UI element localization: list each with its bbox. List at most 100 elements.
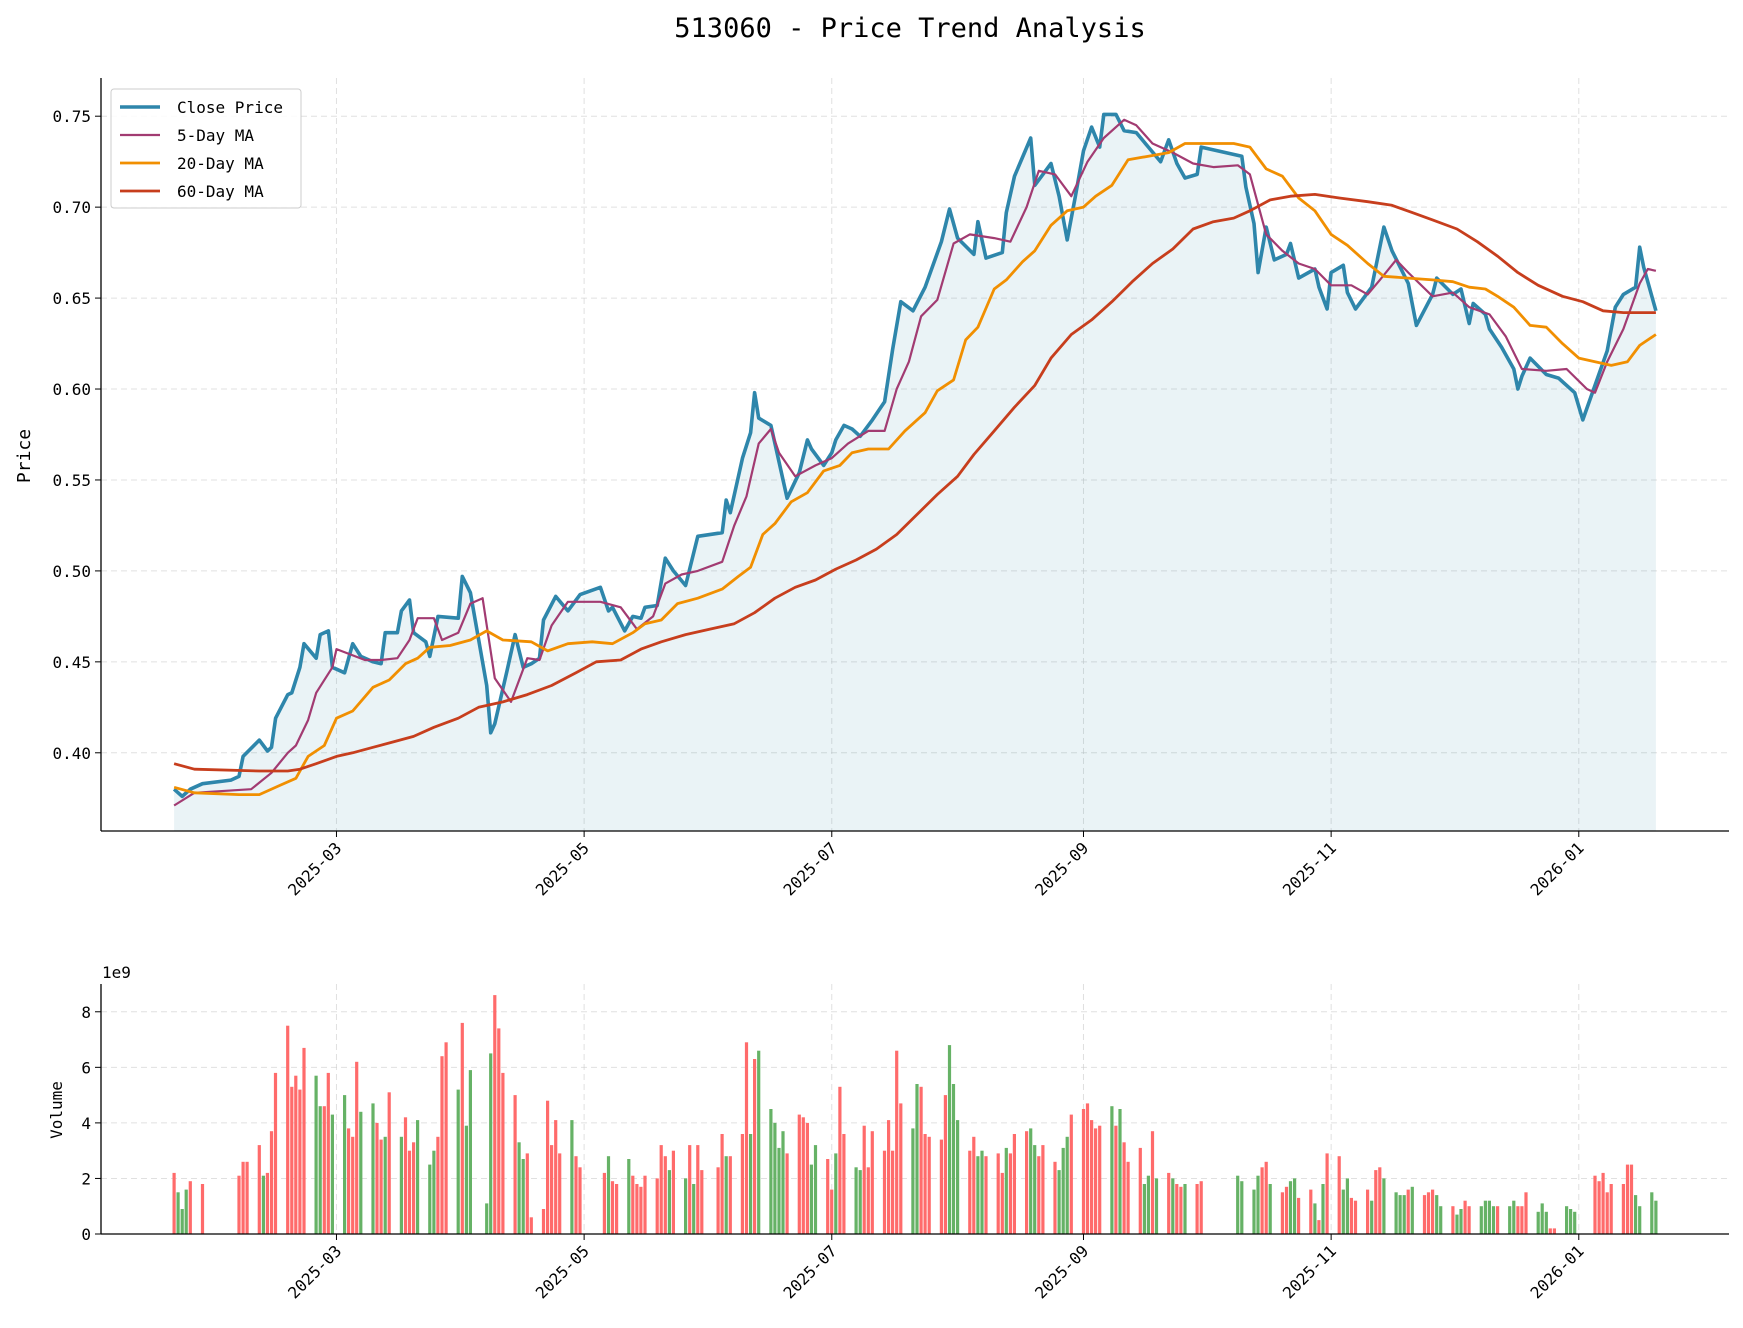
volume-bar: [1280, 1192, 1284, 1234]
volume-bar: [1552, 1228, 1556, 1234]
volume-bar: [1025, 1131, 1029, 1234]
volume-bar: [858, 1170, 862, 1234]
volume-bar: [805, 1122, 809, 1234]
volume-bar: [493, 995, 497, 1234]
volume-bar: [318, 1106, 322, 1234]
volume-bar: [663, 1156, 667, 1234]
volume-bar: [1085, 1103, 1090, 1234]
price-x-tick-label: 2025-07: [779, 838, 840, 899]
volume-bar: [574, 1156, 578, 1234]
volume-bar: [407, 1150, 412, 1234]
volume-bar: [241, 1161, 245, 1234]
volume-bar: [1167, 1172, 1171, 1234]
volume-bar: [830, 1189, 834, 1234]
price-y-tick-label: 0.55: [52, 471, 91, 490]
volume-bar: [1451, 1206, 1455, 1234]
volume-bar: [261, 1175, 265, 1234]
volume-bar: [1605, 1192, 1609, 1234]
volume-bar: [286, 1025, 290, 1234]
volume-bar: [1126, 1161, 1130, 1234]
volume-bar: [326, 1072, 330, 1234]
volume-bar: [813, 1145, 818, 1234]
volume-bar: [359, 1111, 363, 1234]
volume-bar: [578, 1167, 582, 1234]
volume-bar: [1565, 1206, 1569, 1234]
volume-bar: [237, 1175, 241, 1234]
volume-bar: [456, 1089, 460, 1234]
volume-bar: [716, 1167, 720, 1234]
volume-bar: [1406, 1189, 1410, 1234]
volume-bar: [1650, 1192, 1654, 1234]
volume-bar: [1098, 1125, 1102, 1234]
volume-bar: [724, 1156, 728, 1234]
legend-box: [110, 88, 302, 209]
volume-bar: [1008, 1153, 1012, 1234]
volume-bar: [1609, 1184, 1613, 1234]
volume-bar: [720, 1134, 724, 1234]
volume-y-tick-label: 4: [81, 1114, 91, 1133]
volume-bar: [521, 1159, 525, 1234]
volume-bar: [911, 1128, 915, 1234]
volume-bar: [1621, 1184, 1625, 1234]
volume-bar: [529, 1217, 533, 1234]
close-price-line: [172, 112, 1658, 799]
volume-bar: [460, 1022, 464, 1234]
volume-x-tick-label: 2025-11: [1279, 1241, 1340, 1302]
volume-bar: [895, 1050, 899, 1234]
volume-bar: [1370, 1200, 1374, 1234]
volume-bar: [546, 1100, 550, 1234]
volume-bar: [826, 1159, 830, 1234]
volume-bar: [1004, 1147, 1008, 1234]
volume-bar: [1179, 1186, 1183, 1234]
volume-bar: [294, 1075, 298, 1234]
volume-bar: [330, 1114, 334, 1234]
volume-bar: [1325, 1153, 1329, 1234]
volume-bar: [1378, 1167, 1382, 1234]
volume-bar: [1090, 1120, 1094, 1234]
volume-bar: [631, 1175, 635, 1234]
legend-label: 5-Day MA: [177, 126, 254, 145]
volume-bar: [984, 1156, 988, 1234]
volume-bar: [412, 1142, 416, 1234]
volume-bar: [740, 1134, 744, 1234]
volume-bar: [749, 1134, 753, 1234]
volume-bar: [302, 1047, 306, 1234]
volume-bar: [1524, 1192, 1528, 1234]
volume-bar: [513, 1095, 517, 1234]
volume-bar: [501, 1072, 505, 1234]
volume-bar: [797, 1114, 801, 1234]
volume-y-tick-label: 8: [81, 1003, 91, 1022]
volume-bar: [923, 1134, 927, 1234]
volume-x-tick-label: 2025-05: [532, 1241, 593, 1302]
price-y-tick-label: 0.70: [52, 198, 91, 217]
volume-bar: [1069, 1114, 1073, 1234]
volume-y-tick-label: 0: [81, 1225, 91, 1244]
volume-bar: [343, 1095, 347, 1234]
volume-bar: [525, 1153, 529, 1234]
volume-bar: [269, 1131, 274, 1234]
volume-bar: [314, 1075, 318, 1234]
volume-bar: [1240, 1181, 1244, 1234]
volume-bar: [968, 1150, 972, 1234]
volume-bar: [1114, 1125, 1118, 1234]
volume-bar: [1065, 1136, 1069, 1234]
price-grid: [101, 78, 1729, 831]
volume-bar: [1366, 1189, 1370, 1234]
price-x-tick-label: 2025-11: [1279, 838, 1340, 899]
volume-bar: [1479, 1206, 1483, 1234]
volume-bar: [428, 1164, 432, 1234]
volume-bar: [1345, 1178, 1349, 1234]
volume-bar: [1000, 1172, 1004, 1234]
volume-bar: [387, 1092, 391, 1234]
volume-bar: [862, 1125, 866, 1234]
volume-bar: [290, 1086, 294, 1234]
volume-bar: [757, 1050, 761, 1234]
volume-bar: [375, 1122, 379, 1234]
volume-bar: [322, 1106, 326, 1234]
volume-bar: [643, 1175, 647, 1234]
volume-x-tick-label: 2026-01: [1526, 1241, 1587, 1302]
volume-bar: [1317, 1220, 1321, 1234]
volume-bar: [379, 1139, 383, 1234]
volume-bar: [777, 1147, 781, 1234]
volume-bar: [842, 1134, 846, 1234]
